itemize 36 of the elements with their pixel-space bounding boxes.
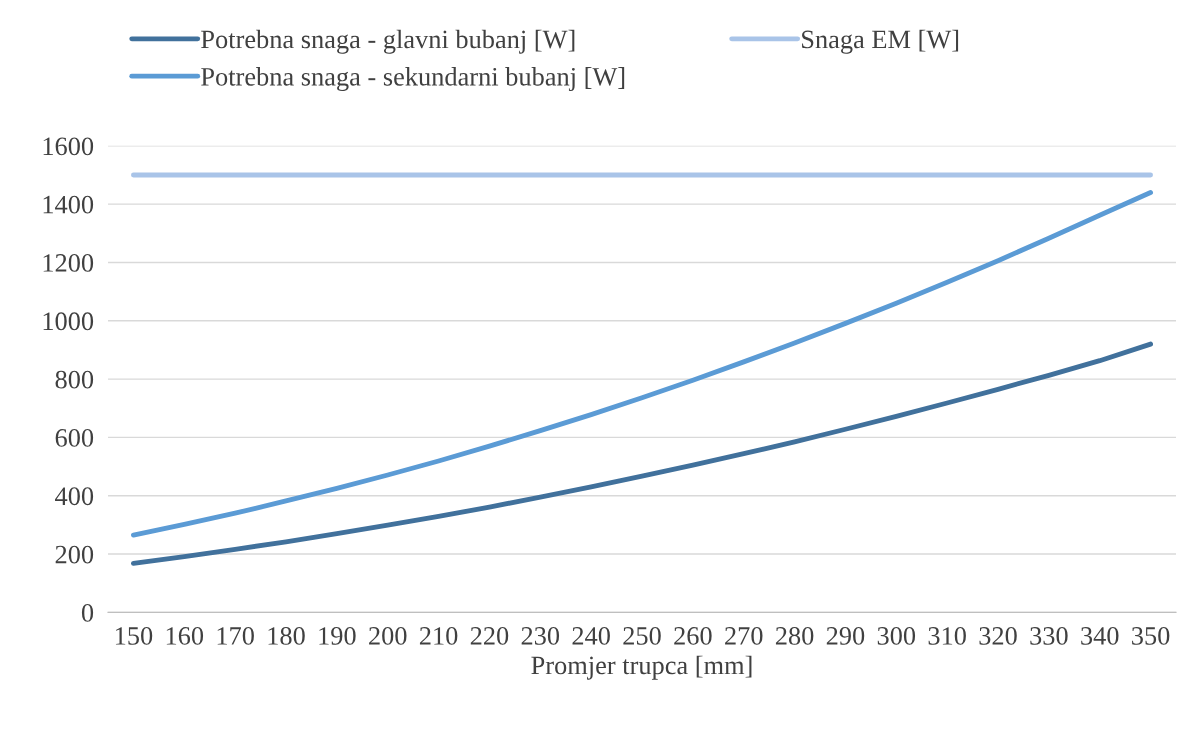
x-tick-label: 340 xyxy=(1081,627,1119,645)
x-tick-label: 270 xyxy=(725,627,763,645)
x-tick-label: 250 xyxy=(623,627,661,645)
x-tick-label: 200 xyxy=(369,627,407,645)
x-tick-label: 320 xyxy=(979,627,1017,645)
y-tick-label: 0 xyxy=(81,603,94,622)
x-axis-title: Promjer trupca [mm] xyxy=(531,655,752,680)
x-tick-label: 180 xyxy=(268,627,305,645)
line-series xyxy=(131,190,1153,538)
legend-label: Potrebna snaga - sekundarni bubanj [W] xyxy=(201,67,625,92)
x-tick-label: 190 xyxy=(319,627,356,645)
x-tick-label: 170 xyxy=(217,627,254,645)
x-tick-label: 280 xyxy=(775,627,814,645)
y-tick-label: 1000 xyxy=(43,312,94,331)
x-tick-label: 290 xyxy=(826,627,865,645)
y-tick-label: 1400 xyxy=(43,195,94,214)
y-tick-label: 1600 xyxy=(43,137,94,156)
y-tick-label: 800 xyxy=(55,370,94,389)
x-tick-label: 350 xyxy=(1132,627,1170,645)
x-tick-label: 300 xyxy=(877,627,916,645)
x-tick-label: 230 xyxy=(521,627,560,645)
x-tick-label: 150 xyxy=(115,627,153,645)
x-tick-label: 260 xyxy=(674,627,712,645)
y-tick-label: 200 xyxy=(55,545,94,564)
line-series xyxy=(131,341,1153,566)
x-tick-label: 330 xyxy=(1030,627,1068,645)
legend-label: Snaga EM [W] xyxy=(802,29,959,54)
y-tick-label: 1200 xyxy=(43,254,94,272)
legend-label: Potrebna snaga - glavni bubanj [W] xyxy=(201,29,575,54)
x-tick-label: 160 xyxy=(166,627,204,645)
x-tick-label: 210 xyxy=(419,627,458,645)
x-tick-label: 310 xyxy=(928,627,966,645)
y-tick-label: 600 xyxy=(55,429,94,447)
x-tick-label: 220 xyxy=(470,627,509,645)
x-tick-label: 240 xyxy=(572,627,610,645)
y-tick-label: 400 xyxy=(55,487,94,506)
